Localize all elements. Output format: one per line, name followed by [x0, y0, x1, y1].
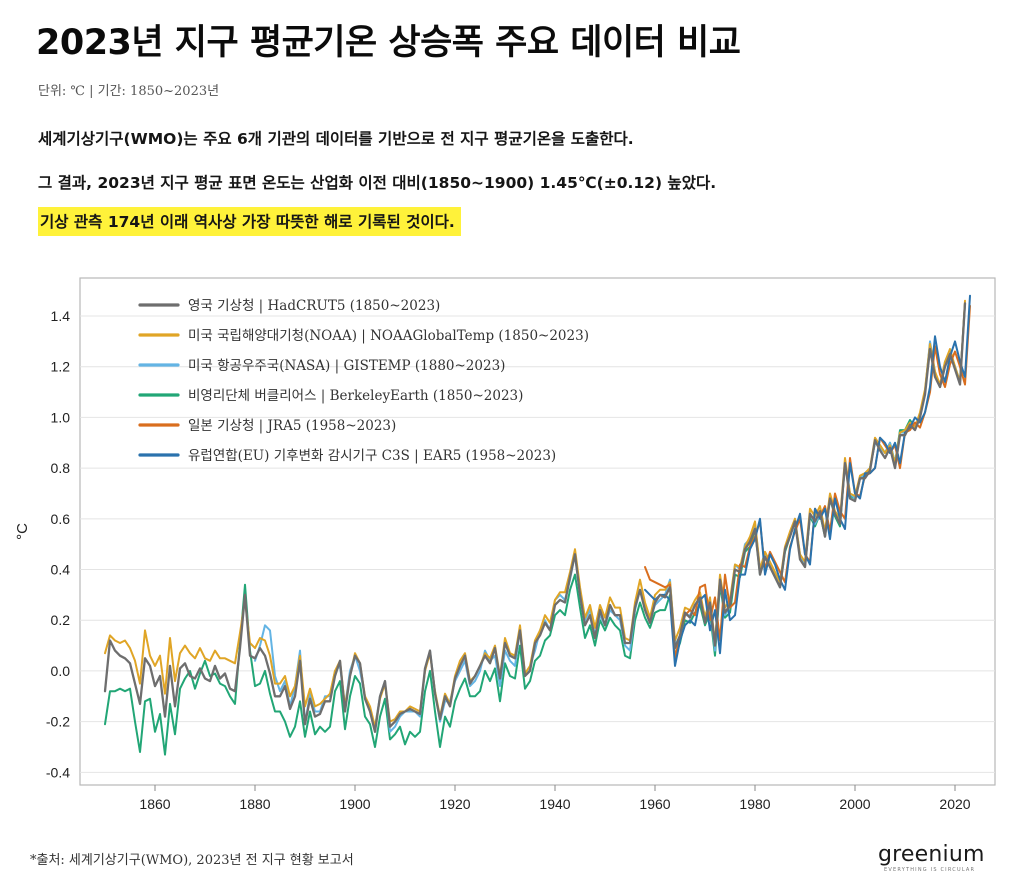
y-tick-label: 0.6: [51, 511, 71, 527]
description-line-1: 세계기상기구(WMO)는 주요 6개 기관의 데이터를 기반으로 전 지구 평균…: [38, 130, 634, 148]
legend-entry-era5: 유럽연합(EU) 기후변화 감시기구 C3S | EAR5 (1958~2023…: [188, 448, 556, 464]
y-tick-label: 0.8: [51, 460, 71, 476]
x-tick-label: 2020: [939, 796, 970, 812]
description-highlight: 기상 관측 174년 이래 역사상 가장 따뜻한 해로 기록된 것이다.: [38, 207, 461, 236]
y-tick-label: 1.0: [51, 409, 71, 425]
x-tick-label: 2000: [839, 796, 870, 812]
y-tick-label: 1.2: [51, 359, 71, 375]
x-tick-label: 1920: [439, 796, 470, 812]
legend-entry-noaa: 미국 국립해양대기청(NOAA) | NOAAGlobalTemp (1850~…: [188, 328, 589, 344]
legend-entry-nasa: 미국 항공우주국(NASA) | GISTEMP (1880~2023): [188, 358, 505, 374]
greenium-logo-tagline: EVERYTHING IS CIRCULAR: [884, 867, 976, 873]
y-tick-label: -0.4: [46, 764, 70, 780]
unit-period-note: 단위: ℃ | 기간: 1850~2023년: [38, 84, 220, 99]
x-tick-label: 1860: [139, 796, 170, 812]
y-tick-label: 0.0: [51, 663, 71, 679]
legend-entry-berkeley: 비영리단체 버클리어스 | BerkeleyEarth (1850~2023): [188, 388, 523, 404]
y-tick-label: 0.2: [51, 612, 71, 628]
x-tick-label: 1960: [639, 796, 670, 812]
greenium-logo: greenium: [878, 842, 985, 867]
y-tick-label: 0.4: [51, 562, 71, 578]
x-tick-label: 1880: [239, 796, 270, 812]
temperature-line-chart: -0.4 -0.2 0.0 0.2 0.4 0.6 0.8 1.0 1.2 1.4 1860 1880…: [14, 277, 996, 812]
y-axis-label: °C: [14, 523, 31, 540]
series-line-era5: [644, 294, 971, 667]
plot-frame: [79, 277, 996, 786]
y-tick-label: -0.2: [46, 714, 70, 730]
source-note: *출처: 세계기상기구(WMO), 2023년 전 지구 현황 보고서: [30, 853, 354, 868]
series-line-hadcrut5: [103, 302, 967, 733]
x-tick-label: 1980: [739, 796, 770, 812]
legend-entry-hadcrut5: 영국 기상청 | HadCRUT5 (1850~2023): [188, 298, 440, 314]
page-title: 2023년 지구 평균기온 상승폭 주요 데이터 비교: [36, 23, 741, 63]
x-tick-label: 1940: [539, 796, 570, 812]
description-line-2: 그 결과, 2023년 지구 평균 표면 온도는 산업화 이전 대비(1850~…: [38, 174, 717, 192]
x-tick-label: 1900: [339, 796, 370, 812]
y-tick-label: 1.4: [51, 308, 71, 324]
legend-entry-jra5: 일본 기상청 | JRA5 (1958~2023): [188, 418, 396, 434]
